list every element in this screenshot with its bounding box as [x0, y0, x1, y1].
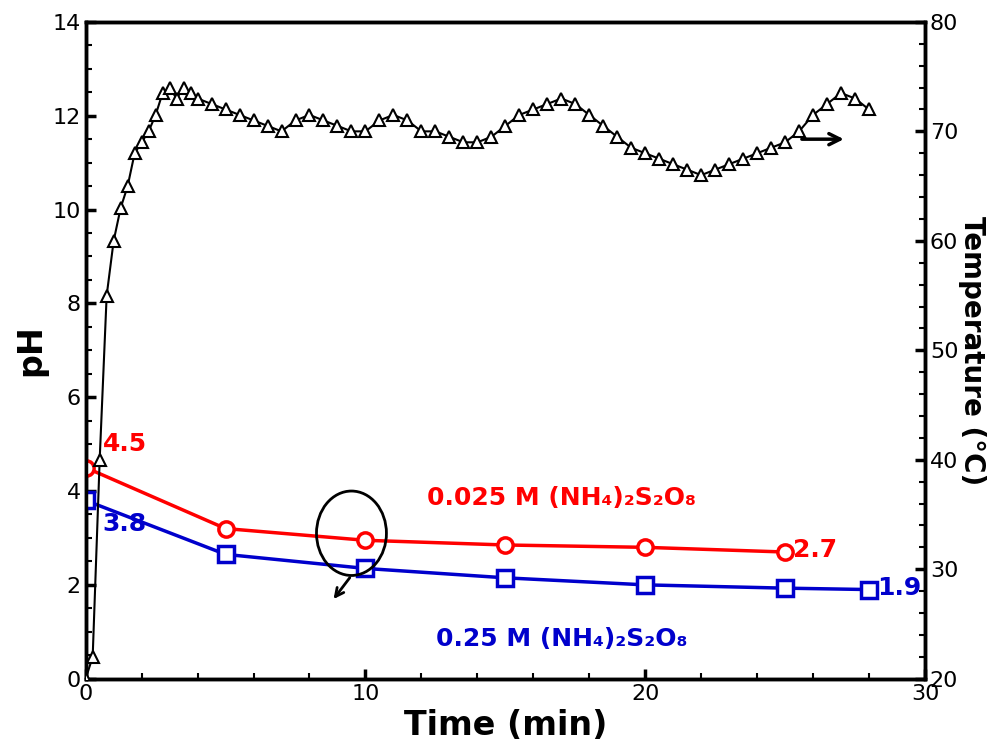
- Y-axis label: pH: pH: [14, 324, 47, 376]
- Text: 4.5: 4.5: [102, 432, 147, 456]
- Text: 2.7: 2.7: [793, 538, 838, 562]
- Y-axis label: Temperature (°C): Temperature (°C): [958, 215, 986, 485]
- X-axis label: Time (min): Time (min): [404, 709, 607, 742]
- Text: 3.8: 3.8: [102, 512, 147, 536]
- Text: 0.25 M (NH₄)₂S₂O₈: 0.25 M (NH₄)₂S₂O₈: [436, 627, 687, 651]
- Text: 1.9: 1.9: [877, 576, 922, 600]
- Text: 0.025 M (NH₄)₂S₂O₈: 0.025 M (NH₄)₂S₂O₈: [427, 486, 696, 510]
